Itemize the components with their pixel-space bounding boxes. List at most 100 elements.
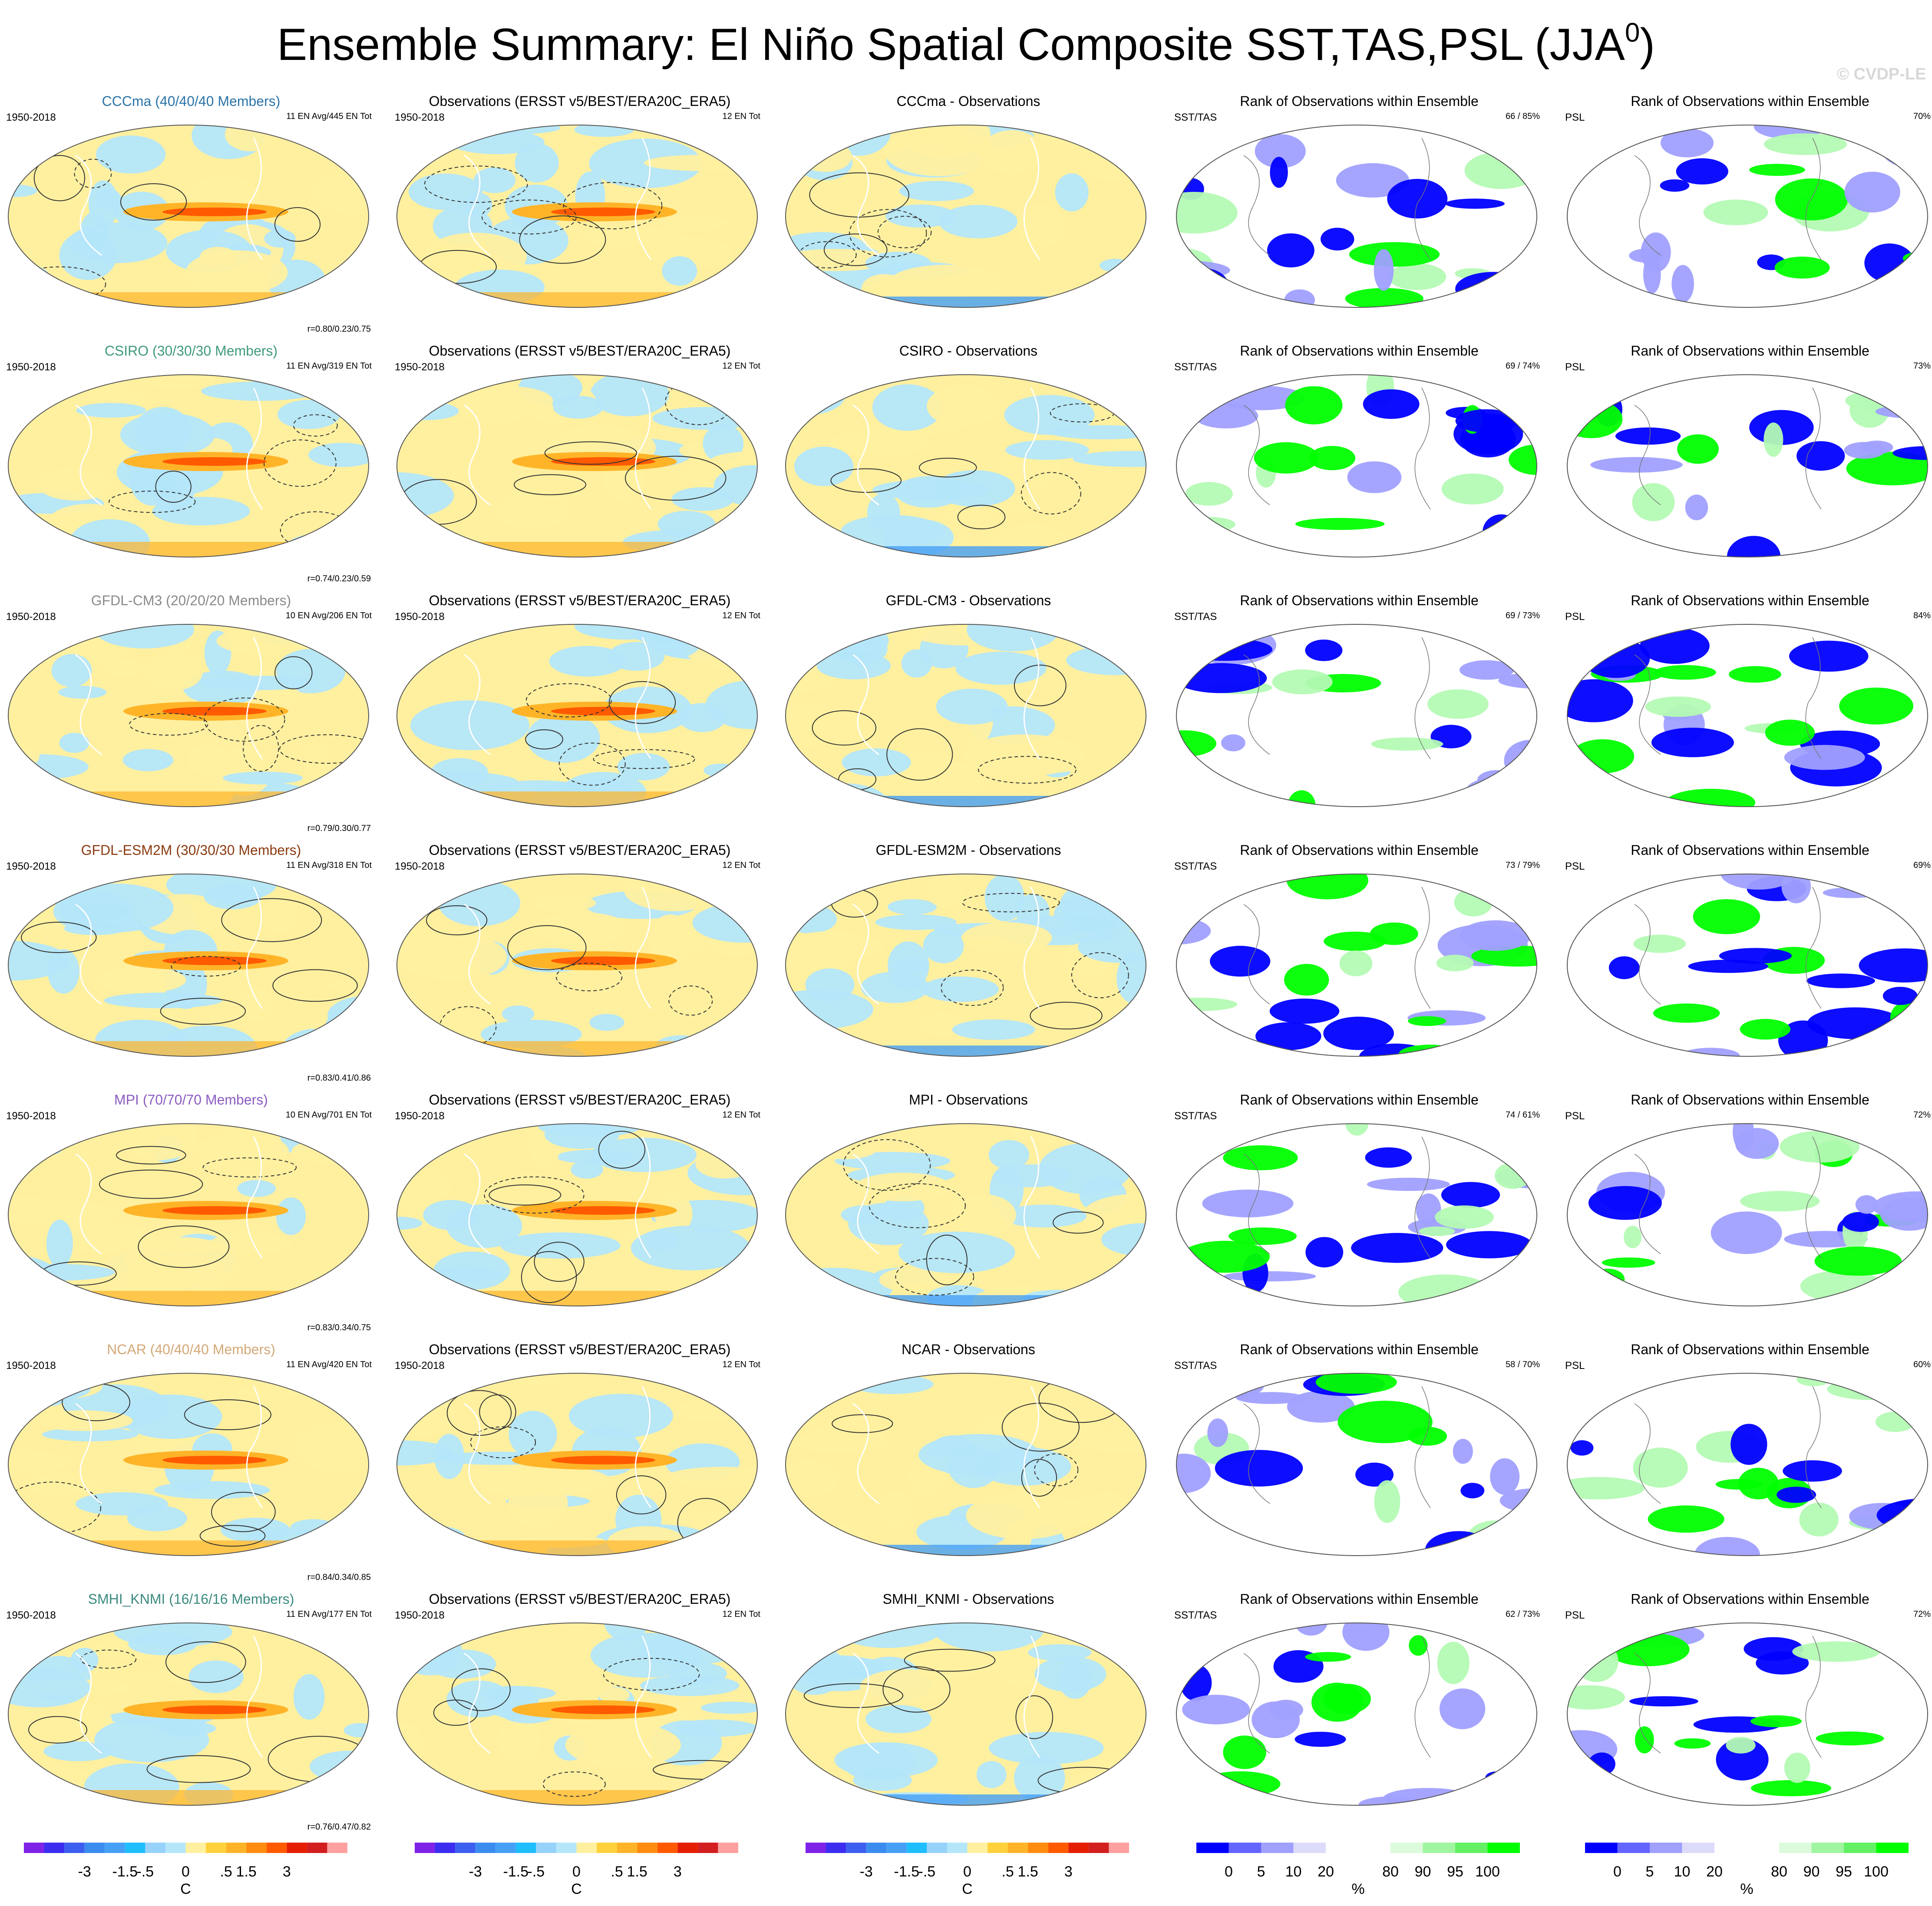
panel-title: GFDL-CM3 (20/20/20 Members): [91, 593, 291, 608]
temperature-colorbar: -3 -1.5 -.5 0 .5 1.5 3 C: [415, 1841, 738, 1902]
colorbar-swatches: [806, 1843, 1129, 1853]
colorbar-swatch: [1390, 1843, 1423, 1853]
colorbar-swatch: [44, 1843, 65, 1853]
colorbar-swatch: [697, 1843, 718, 1853]
map-panel-0-0: CCCma (40/40/40 Members) 1950-2018 11 EN A…: [0, 93, 382, 343]
colorbar-swatch: [266, 1843, 287, 1853]
panel-left-label: PSL: [1565, 1360, 1585, 1372]
panel-title: SMHI_KNMI (16/16/16 Members): [88, 1591, 294, 1607]
map-panel-6-1: Observations (ERSST v5/BEST/ERA20C_ERA5)…: [389, 1591, 771, 1841]
colorbar-swatch: [906, 1843, 927, 1853]
colorbar-tick-label: -1.5: [503, 1863, 529, 1880]
panel-left-label: SST/TAS: [1174, 861, 1217, 872]
panel-left-label: 1950-2018: [395, 361, 445, 373]
colorbar-tick-label: 100: [1864, 1863, 1889, 1880]
colorbar-swatch: [415, 1843, 435, 1853]
colorbar-swatch: [1048, 1843, 1069, 1853]
panel-right-label: 66 / 85%: [1506, 112, 1540, 121]
colorbar-tick-label: 10: [1674, 1863, 1691, 1880]
colorbar-tick-label: 5: [1645, 1863, 1654, 1880]
panel-right-label: 11 EN Avg/319 EN Tot: [286, 361, 372, 371]
globe-map: [785, 1123, 1146, 1306]
panel-title: Rank of Observations within Ensemble: [1631, 343, 1869, 359]
map-panel-0-2: CCCma - Observations: [777, 93, 1159, 343]
colorbar-tick-label: 90: [1803, 1863, 1820, 1880]
colorbar-swatch: [1844, 1843, 1876, 1853]
panel-left-label: SST/TAS: [1174, 361, 1217, 373]
panel-title: SMHI_KNMI - Observations: [882, 1591, 1054, 1607]
panel-title: Observations (ERSST v5/BEST/ERA20C_ERA5): [429, 1591, 731, 1607]
colorbar-swatch: [927, 1843, 947, 1853]
colorbar-tick-label: 20: [1706, 1863, 1723, 1880]
colorbar-tick-label: 1.5: [627, 1863, 647, 1880]
panel-title: Observations (ERSST v5/BEST/ERA20C_ERA5): [429, 842, 731, 858]
globe-map: [8, 874, 369, 1057]
panel-left-label: 1950-2018: [6, 1360, 56, 1372]
map-panel-2-4: Rank of Observations within Ensemble PSL 8…: [1559, 593, 1932, 842]
map-panel-5-4: Rank of Observations within Ensemble PSL 6…: [1559, 1342, 1932, 1591]
map-panel-4-4: Rank of Observations within Ensemble PSL 7…: [1559, 1092, 1932, 1342]
colorbar-tick-label: 20: [1318, 1863, 1334, 1880]
colorbar-tick-label: .5: [220, 1863, 232, 1880]
map-panel-0-4: Rank of Observations within Ensemble PSL 7…: [1559, 93, 1932, 343]
panel-title: GFDL-CM3 - Observations: [885, 593, 1051, 608]
colorbar-swatch: [1293, 1843, 1326, 1853]
globe-map: [396, 624, 758, 807]
globe-map: [8, 374, 369, 557]
pattern-correlation: r=0.76/0.47/0.82: [307, 1822, 371, 1832]
colorbar-swatch: [1747, 1843, 1779, 1853]
panel-title: Rank of Observations within Ensemble: [1631, 1591, 1869, 1607]
globe-map: [396, 1123, 758, 1306]
colorbar-tick-label: -.5: [527, 1863, 545, 1880]
map-panel-5-1: Observations (ERSST v5/BEST/ERA20C_ERA5)…: [389, 1342, 771, 1591]
map-panel-5-2: NCAR - Observations: [777, 1342, 1159, 1591]
map-panel-2-1: Observations (ERSST v5/BEST/ERA20C_ERA5)…: [389, 593, 771, 842]
colorbar-swatch: [1455, 1843, 1488, 1853]
map-panel-0-1: Observations (ERSST v5/BEST/ERA20C_ERA5)…: [389, 93, 771, 343]
colorbar-swatch: [1229, 1843, 1261, 1853]
colorbar-tick-label: .5: [611, 1863, 623, 1880]
colorbar-swatch: [1326, 1843, 1358, 1853]
colorbar-tick-label: 1.5: [1017, 1863, 1038, 1880]
panel-left-label: SST/TAS: [1174, 1360, 1217, 1372]
panel-left-label: PSL: [1565, 1609, 1585, 1621]
map-panel-3-2: GFDL-ESM2M - Observations: [777, 842, 1159, 1092]
panel-title: Rank of Observations within Ensemble: [1240, 93, 1479, 109]
globe-map: [396, 874, 758, 1057]
globe-map: [1176, 374, 1537, 557]
colorbar-tick-label: -3: [859, 1863, 873, 1880]
colorbar-swatch: [1423, 1843, 1455, 1853]
panel-title: Rank of Observations within Ensemble: [1631, 1092, 1869, 1108]
colorbar-tick-label: 0: [1613, 1863, 1622, 1880]
globe-map: [1567, 624, 1928, 807]
colorbar-swatch: [536, 1843, 556, 1853]
colorbar-swatch: [657, 1843, 678, 1853]
colorbar-swatch: [1682, 1843, 1714, 1853]
rank-colorbar: 0 5 10 20 80 90 95 100%: [1585, 1841, 1909, 1902]
pattern-correlation: r=0.74/0.23/0.59: [307, 574, 371, 584]
panel-left-label: 1950-2018: [6, 1609, 56, 1621]
colorbar-swatch: [475, 1843, 496, 1853]
panel-left-label: 1950-2018: [6, 1110, 56, 1122]
panel-left-label: PSL: [1565, 361, 1585, 373]
colorbar-tick-label: 95: [1447, 1863, 1463, 1880]
map-panel-3-3: Rank of Observations within Ensemble SST/…: [1168, 842, 1550, 1092]
colorbar-swatch: [637, 1843, 657, 1853]
colorbar-swatch: [515, 1843, 536, 1853]
colorbar-tick-label: -.5: [136, 1863, 154, 1880]
globe-map: [1176, 1373, 1537, 1556]
colorbar-tick-label: 80: [1382, 1863, 1399, 1880]
colorbar-swatch: [1650, 1843, 1682, 1853]
colorbar-tick-label: 10: [1285, 1863, 1302, 1880]
colorbar-swatches: [1196, 1843, 1520, 1853]
panel-right-label: 69 / 74%: [1506, 361, 1540, 371]
globe-map: [785, 1622, 1146, 1806]
panel-title: Rank of Observations within Ensemble: [1240, 1591, 1479, 1607]
globe-map: [1567, 374, 1928, 557]
panel-title: Rank of Observations within Ensemble: [1240, 343, 1479, 359]
colorbar-tick-label: 5: [1257, 1863, 1265, 1880]
panel-left-label: SST/TAS: [1174, 112, 1217, 123]
globe-map: [1567, 874, 1928, 1057]
panel-title: NCAR - Observations: [902, 1342, 1035, 1357]
colorbar-swatch: [1714, 1843, 1747, 1853]
